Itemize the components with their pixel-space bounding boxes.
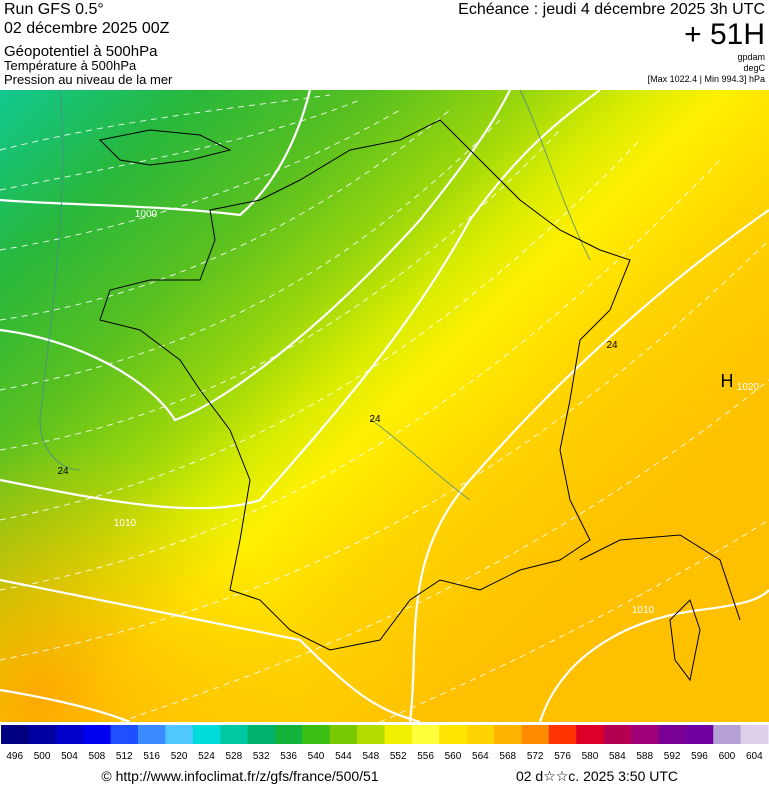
colorbar-cell (28, 725, 57, 744)
colorbar-label: 580 (582, 751, 599, 762)
isobar (0, 578, 421, 724)
isobar-label: 1010 (114, 518, 137, 529)
isobar-label: 1010 (632, 605, 655, 616)
colorbar-cell (685, 725, 714, 744)
colorbar-cell (494, 725, 522, 744)
isobar-label: 1000 (135, 209, 158, 220)
colorbar-cell (466, 725, 495, 744)
colorbar-label: 604 (746, 751, 763, 762)
colorbar: 496 500 504 508 512 516 520 524 528 532 536 540 544 5… (1, 725, 769, 762)
colorbar-label: 564 (472, 751, 489, 762)
colorbar-label: 516 (143, 751, 160, 762)
colorbar-label: 596 (691, 751, 708, 762)
colorbar-cell (548, 725, 577, 744)
colorbar-cell (110, 725, 139, 744)
isobar (0, 89, 511, 422)
unit: degC (743, 63, 765, 73)
colorbar-cell (247, 725, 276, 744)
colorbar-label: 520 (171, 751, 188, 762)
colorbar-label: 512 (116, 751, 133, 762)
isotherm-label: 24 (606, 340, 618, 351)
colorbar-label: 560 (445, 751, 462, 762)
colorbar-cell (357, 725, 385, 744)
colorbar-cell (658, 725, 687, 744)
colorbar-cell (631, 725, 659, 744)
field: Pression au niveau de la mer (4, 72, 173, 87)
colorbar-cell (576, 725, 605, 744)
colorbar-cell (1, 725, 29, 744)
lead-time: + 51H (684, 18, 765, 51)
colorbar-label: 592 (664, 751, 681, 762)
colorbar-cell (83, 725, 112, 744)
isobar (538, 589, 769, 723)
echeance: Echéance : jeudi 4 décembre 2025 3h UTC (458, 1, 765, 18)
colorbar-cell (329, 725, 358, 744)
field: Température à 500hPa (4, 58, 137, 73)
colorbar-cell (274, 725, 303, 744)
isotherm-label: 24 (57, 466, 69, 477)
map: 1000 1010 1010 H 1020 24 24 24 (0, 89, 769, 724)
run-date: 02 décembre 2025 00Z (4, 20, 170, 37)
colorbar-label: 540 (308, 751, 325, 762)
colorbar-label: 504 (61, 751, 78, 762)
colorbar-label: 588 (636, 751, 653, 762)
colorbar-label: 536 (280, 751, 297, 762)
temperature-contours (0, 94, 769, 723)
extremes: [Max 1022.4 | Min 994.3] hPa (648, 74, 765, 84)
colorbar-cell (384, 725, 413, 744)
colorbar-label: 496 (6, 751, 23, 762)
colorbar-cell (302, 725, 331, 744)
colorbar-cell (192, 725, 221, 744)
colorbar-cell (521, 725, 550, 744)
colorbar-cell (137, 725, 166, 744)
temperature-isotherm (39, 89, 591, 501)
source-url: © http://www.infoclimat.fr/z/gfs/france/… (101, 768, 378, 784)
timestamp: 02 d☆☆c. 2025 3:50 UTC (516, 768, 678, 784)
colorbar-label: 568 (499, 751, 516, 762)
unit: gpdam (737, 52, 765, 62)
colorbar-label: 572 (527, 751, 544, 762)
colorbar-cell (165, 725, 194, 744)
colorbar-label: 532 (253, 751, 270, 762)
colorbar-cell (713, 725, 742, 744)
colorbar-label: 508 (89, 751, 106, 762)
colorbar-label: 528 (225, 751, 242, 762)
colorbar-label: 500 (34, 751, 51, 762)
field-background (0, 90, 769, 722)
colorbar-label: 548 (362, 751, 379, 762)
colorbar-label: 556 (417, 751, 434, 762)
isobar (0, 89, 601, 510)
high-pressure-value: 1020 (737, 382, 760, 393)
colorbar-cell (603, 725, 632, 744)
isobar (0, 688, 131, 724)
isobar (408, 209, 769, 723)
colorbar-cell (411, 725, 440, 744)
colorbar-label: 576 (554, 751, 571, 762)
coastlines (98, 129, 741, 682)
colorbar-cell (439, 725, 468, 744)
colorbar-cell (740, 725, 769, 744)
colorbar-cell (55, 725, 84, 744)
high-pressure: H (721, 371, 734, 391)
colorbar-label: 600 (719, 751, 736, 762)
colorbar-cell (220, 725, 249, 744)
isotherm-label: 24 (369, 414, 381, 425)
colorbar-label: 524 (198, 751, 215, 762)
field: Géopotentiel à 500hPa (4, 43, 158, 60)
colorbar-label: 552 (390, 751, 407, 762)
france-outline (99, 119, 631, 651)
colorbar-label: 544 (335, 751, 352, 762)
run: Run GFS 0.5° (4, 1, 104, 18)
isobar (0, 89, 312, 217)
colorbar-label: 584 (609, 751, 626, 762)
